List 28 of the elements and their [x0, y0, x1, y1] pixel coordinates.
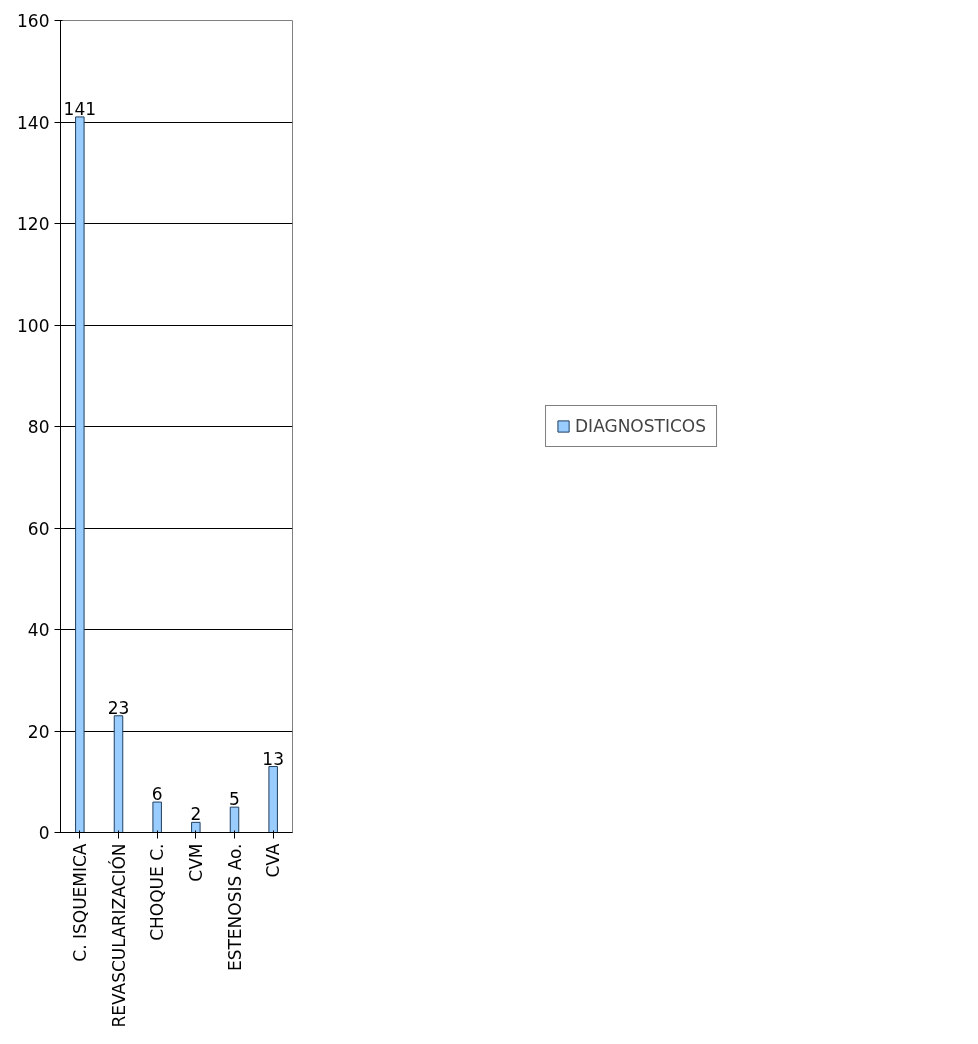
data-label: 23	[107, 697, 130, 718]
data-label: 141	[63, 98, 97, 119]
y-tick-label: 60	[27, 518, 50, 539]
bar	[152, 801, 162, 833]
x-tick-label: ESTENOSIS Ao.	[224, 843, 245, 972]
bar	[113, 715, 124, 833]
legend-label: DIAGNOSTICOS	[575, 416, 706, 436]
x-tick-label: C. ISQUEMICA	[69, 843, 90, 962]
y-tick-label: 100	[17, 315, 50, 336]
data-label: 6	[151, 784, 163, 805]
x-tick-label: CVA	[263, 843, 284, 878]
y-tick-label: 120	[17, 214, 50, 234]
bar	[229, 806, 240, 833]
data-label: 2	[190, 804, 202, 825]
bar	[75, 116, 85, 833]
data-label: 13	[262, 748, 284, 769]
x-tick-label: REVASCULARIZACIÓN	[107, 843, 129, 1028]
bar	[268, 766, 278, 833]
bar	[191, 821, 201, 833]
y-tick-label: 80	[27, 417, 50, 437]
data-label: 5	[229, 789, 240, 810]
y-tick-label: 160	[17, 11, 50, 31]
y-tick-label: 40	[27, 620, 50, 640]
y-tick-label: 140	[17, 112, 50, 133]
x-tick-label: CVM	[185, 843, 206, 882]
y-tick-label: 20	[27, 721, 50, 742]
y-tick-label: 0	[38, 823, 50, 843]
x-tick-label: CHOQUE C.	[147, 843, 168, 941]
